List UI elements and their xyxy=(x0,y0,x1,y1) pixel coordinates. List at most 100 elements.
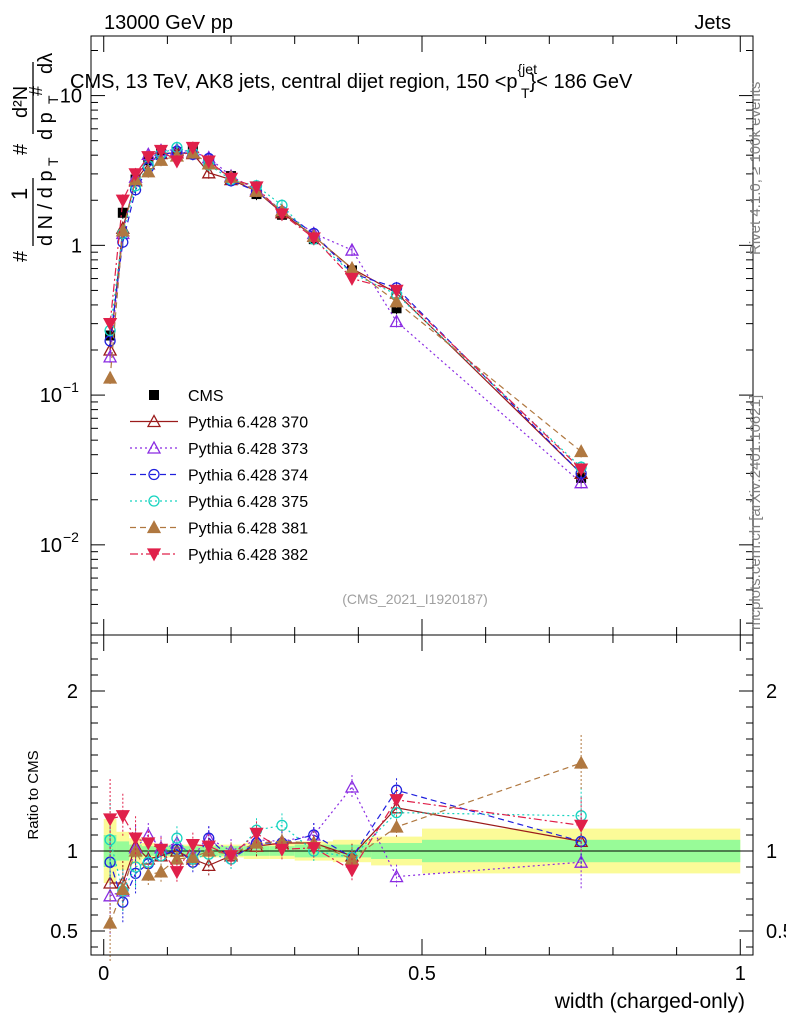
ratio-point xyxy=(274,843,290,857)
legend-entry-p370: Pythia 6.428 370 xyxy=(130,414,308,432)
data-point xyxy=(141,164,156,178)
ratio-y-tick-label-right: 0.5 xyxy=(766,921,786,943)
data-point xyxy=(306,232,321,246)
ratio-point xyxy=(185,850,200,864)
legend-marker xyxy=(148,468,160,481)
series-line-p375 xyxy=(109,146,582,468)
ylabel-dn: d N / d p xyxy=(35,170,57,246)
ylabel-dlambda: dλ xyxy=(35,53,57,74)
ratio-plot-panel: 0.50.51122 00.51 Ratio to CMS width (cha… xyxy=(25,634,786,1013)
ratio-point xyxy=(103,915,118,929)
data-point xyxy=(389,314,404,328)
ratio-point xyxy=(389,869,404,883)
ratio-point xyxy=(389,819,404,833)
ratio-point xyxy=(574,819,589,833)
series-p381 xyxy=(103,145,589,458)
data-point xyxy=(153,152,169,166)
data-point xyxy=(169,155,185,169)
rivet-label: Rivet 4.1.0, ≥ 100k events xyxy=(747,82,764,255)
legend-label: Pythia 6.428 381 xyxy=(188,521,308,538)
series-p374 xyxy=(104,145,587,480)
x-tick-label: 0 xyxy=(98,963,109,985)
data-point xyxy=(389,294,404,308)
data-point xyxy=(103,370,118,384)
legend-label: Pythia 6.428 374 xyxy=(188,468,308,485)
ylabel-one: 1 xyxy=(7,188,32,200)
legend-marker xyxy=(149,390,159,400)
ratio-point xyxy=(141,867,156,881)
header-left: 13000 GeV pp xyxy=(104,12,233,34)
ratio-point xyxy=(141,837,156,851)
ratio-point xyxy=(153,864,169,878)
ratio-point xyxy=(169,866,185,880)
series-p370 xyxy=(103,145,589,480)
legend-label: Pythia 6.428 370 xyxy=(188,415,308,432)
data-point xyxy=(153,144,169,158)
ylabel-hash-1: # xyxy=(10,250,32,262)
main-axis-ticks xyxy=(91,36,753,635)
ylabel-d2n: d²N xyxy=(10,86,32,118)
data-point xyxy=(574,463,589,477)
data-point xyxy=(249,181,264,195)
x-axis-label: width (charged-only) xyxy=(554,990,745,1013)
ratio-point xyxy=(389,794,404,808)
ratio-plot-frame xyxy=(90,634,754,956)
ratio-point xyxy=(201,840,216,854)
ratio-point xyxy=(153,843,169,857)
legend-label: Pythia 6.428 373 xyxy=(188,441,308,458)
ratio-point xyxy=(574,755,589,769)
ratio-point xyxy=(185,838,200,852)
data-point xyxy=(344,242,360,256)
legend-marker xyxy=(146,414,162,428)
ylabel-sub-t-2: T xyxy=(45,95,61,104)
plot-title-sub: T xyxy=(521,85,530,101)
ratio-y-tick-labels: 0.5 0.5 1 1 2 2 xyxy=(50,681,786,943)
ratio-y-axis-label: Ratio to CMS xyxy=(25,750,42,839)
ratio-y-tick-label: 0.5 xyxy=(50,921,78,943)
ylabel-hash-3: # xyxy=(26,86,46,96)
legend-marker xyxy=(148,495,160,507)
series-line-p381 xyxy=(109,152,582,452)
series-cms xyxy=(105,143,587,484)
ratio-point xyxy=(103,813,118,827)
y-tick-label: 10 xyxy=(60,86,82,108)
legend-entry-p373: Pythia 6.428 373 xyxy=(130,440,308,458)
ratio-axis-ticks xyxy=(91,635,753,955)
plot-title: CMS, 13 TeV, AK8 jets, central dijet reg… xyxy=(70,61,633,101)
data-point xyxy=(115,194,130,208)
data-point xyxy=(103,317,118,332)
data-point xyxy=(185,141,200,155)
ylabel-hash-2: # xyxy=(10,143,32,155)
y-tick-label-exponent: −1 xyxy=(63,379,79,395)
series-line-p374 xyxy=(109,150,582,474)
y-tick-label: 1 xyxy=(71,235,82,257)
legend-entry-p375: Pythia 6.428 375 xyxy=(130,494,308,511)
data-point xyxy=(574,444,589,458)
ratio-y-tick-label-right: 2 xyxy=(766,681,777,703)
legend-label: CMS xyxy=(188,388,224,405)
data-point xyxy=(223,172,239,186)
ratio-series-p382 xyxy=(103,779,589,884)
series-line-p373 xyxy=(109,149,582,484)
ratio-point xyxy=(344,779,360,793)
legend-label: Pythia 6.428 382 xyxy=(188,547,308,564)
ratio-y-tick-label-right: 1 xyxy=(766,841,777,863)
series-line-p370 xyxy=(109,152,582,474)
y-tick-label-exponent: −2 xyxy=(63,529,79,545)
ratio-point xyxy=(128,832,143,846)
ratio-line-p382 xyxy=(109,799,582,873)
header-right: Jets xyxy=(694,12,731,34)
ratio-point xyxy=(249,827,264,841)
legend-entry-p382: Pythia 6.428 382 xyxy=(130,547,308,564)
ratio-point xyxy=(223,850,239,864)
ylabel-dp: d p xyxy=(35,112,57,140)
ratio-point xyxy=(171,832,183,844)
plot-title-main: CMS, 13 TeV, AK8 jets, central dijet reg… xyxy=(70,71,518,93)
mcplots-label: mcplots.cern.ch [arXiv:2401.10621] xyxy=(747,395,764,630)
data-point xyxy=(574,475,589,489)
legend-entry-p381: Pythia 6.428 381 xyxy=(130,520,308,538)
x-tick-label: 1 xyxy=(735,963,746,985)
